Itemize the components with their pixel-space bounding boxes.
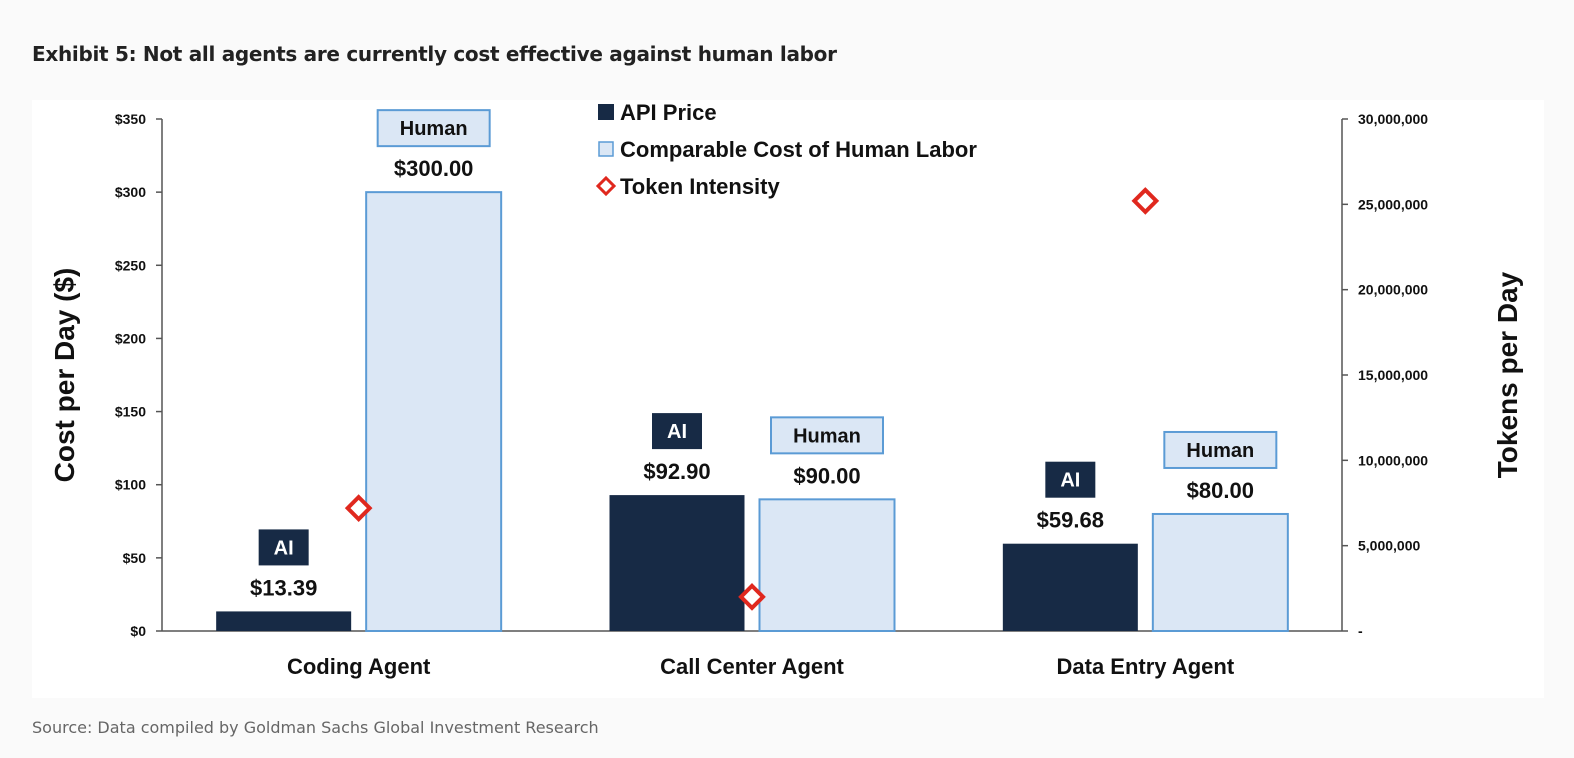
api-price-bar <box>216 611 352 631</box>
token-intensity-marker <box>738 583 766 611</box>
chart-svg: $0 $50 $100 $150 $200 $250 $300 $350 - 5,000,000 1… <box>49 100 1523 679</box>
human-labor-value-label: $80.00 <box>1187 478 1254 503</box>
human-labor-bar <box>1151 512 1289 633</box>
legend-label-api-price: API Price <box>620 100 717 125</box>
token-intensity-marker <box>1131 187 1160 215</box>
human-labor-bar <box>365 191 503 633</box>
legend-swatch-human-labor <box>598 141 614 157</box>
chart-card: $0 $50 $100 $150 $200 $250 $300 $350 - 5,000,000 1… <box>32 100 1544 698</box>
legend-swatch-token-intensity <box>595 175 617 197</box>
ai-tag-label: AI <box>1060 470 1080 492</box>
ai-tag-label: AI <box>667 421 687 443</box>
left-tick-label: $250 <box>115 257 146 273</box>
legend-label-token-intensity: Token Intensity <box>620 174 780 199</box>
human-labor-value-label: $90.00 <box>793 463 860 488</box>
right-tick-label: 10,000,000 <box>1358 452 1428 468</box>
ai-tag-box <box>258 529 309 566</box>
ai-tag-box <box>652 413 702 450</box>
right-tick-label: 20,000,000 <box>1358 282 1428 298</box>
human-tag-label: Human <box>1186 440 1254 462</box>
human-tag-box <box>1163 430 1278 469</box>
api-price-value-label: $59.68 <box>1037 508 1104 533</box>
token-intensity-marker <box>344 494 373 522</box>
category-label: Data Entry Agent <box>1057 654 1235 679</box>
human-labor-value-label: $300.00 <box>394 156 474 181</box>
right-tick-label: 30,000,000 <box>1358 111 1428 127</box>
human-tag-label: Human <box>400 118 468 140</box>
api-price-value-label: $13.39 <box>250 575 317 600</box>
right-tick-label: 5,000,000 <box>1358 538 1420 554</box>
left-tick-label: $200 <box>115 330 146 346</box>
left-tick-label: $100 <box>115 477 146 493</box>
left-tick-label: $0 <box>130 623 146 639</box>
human-tag-box <box>376 109 491 148</box>
human-tag-label: Human <box>793 425 861 447</box>
category-label: Call Center Agent <box>660 654 844 679</box>
ai-tag-box <box>1045 461 1096 498</box>
human-tag-box <box>770 416 884 455</box>
legend-swatch-api-price <box>598 104 614 120</box>
source-note: Source: Data compiled by Goldman Sachs G… <box>32 718 599 737</box>
left-tick-label: $150 <box>115 404 146 420</box>
legend-label-human-labor: Comparable Cost of Human Labor <box>620 137 977 162</box>
left-tick-label: $50 <box>123 550 147 566</box>
category-label: Coding Agent <box>287 654 431 679</box>
api-price-value-label: $92.90 <box>643 459 710 484</box>
y2-axis-title: Tokens per Day <box>1492 271 1523 478</box>
left-tick-label: $300 <box>115 184 146 200</box>
ai-tag-label: AI <box>274 537 294 559</box>
exhibit-title: Exhibit 5: Not all agents are currently … <box>32 42 837 66</box>
api-price-bar <box>609 495 745 631</box>
human-labor-bar <box>758 498 896 633</box>
left-tick-label: $350 <box>115 111 146 127</box>
api-price-bar <box>1002 543 1138 631</box>
right-tick-label: - <box>1358 623 1363 639</box>
right-tick-label: 25,000,000 <box>1358 196 1428 212</box>
right-tick-label: 15,000,000 <box>1358 367 1428 383</box>
y-axis-title: Cost per Day ($) <box>49 268 80 483</box>
